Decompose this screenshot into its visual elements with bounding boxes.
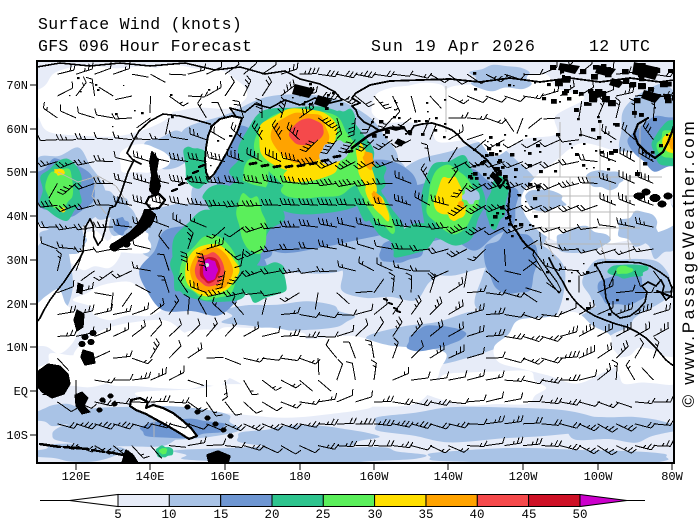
svg-text:GFS 096 Hour Forecast: GFS 096 Hour Forecast — [38, 37, 252, 56]
svg-text:40: 40 — [469, 508, 484, 522]
svg-text:50N: 50N — [6, 166, 28, 180]
svg-text:140W: 140W — [434, 470, 464, 484]
svg-text:80W: 80W — [661, 470, 683, 484]
svg-text:70N: 70N — [6, 79, 28, 93]
svg-text:35: 35 — [418, 508, 433, 522]
svg-text:120W: 120W — [509, 470, 539, 484]
svg-text:15: 15 — [213, 508, 228, 522]
svg-text:25: 25 — [315, 508, 330, 522]
svg-text:© www.PassageWeather.com: © www.PassageWeather.com — [679, 119, 698, 408]
svg-text:160W: 160W — [360, 470, 390, 484]
svg-text:180: 180 — [289, 470, 311, 484]
svg-text:40N: 40N — [6, 210, 28, 224]
svg-text:120E: 120E — [62, 470, 91, 484]
svg-text:160E: 160E — [211, 470, 240, 484]
svg-text:100W: 100W — [584, 470, 614, 484]
svg-text:30N: 30N — [6, 254, 28, 268]
svg-text:45: 45 — [521, 508, 536, 522]
svg-text:10N: 10N — [6, 341, 28, 355]
svg-text:Surface Wind (knots): Surface Wind (knots) — [38, 15, 242, 34]
svg-text:Sun 19 Apr 2026: Sun 19 Apr 2026 — [371, 37, 536, 56]
svg-text:10: 10 — [161, 508, 176, 522]
svg-text:30: 30 — [367, 508, 382, 522]
svg-text:50: 50 — [572, 508, 587, 522]
svg-text:20N: 20N — [6, 298, 28, 312]
svg-text:60N: 60N — [6, 123, 28, 137]
svg-text:10S: 10S — [6, 429, 28, 443]
svg-text:20: 20 — [264, 508, 279, 522]
svg-text:12 UTC: 12 UTC — [589, 37, 650, 56]
svg-text:140E: 140E — [136, 470, 165, 484]
svg-text:EQ: EQ — [14, 385, 28, 399]
svg-text:5: 5 — [114, 508, 122, 522]
